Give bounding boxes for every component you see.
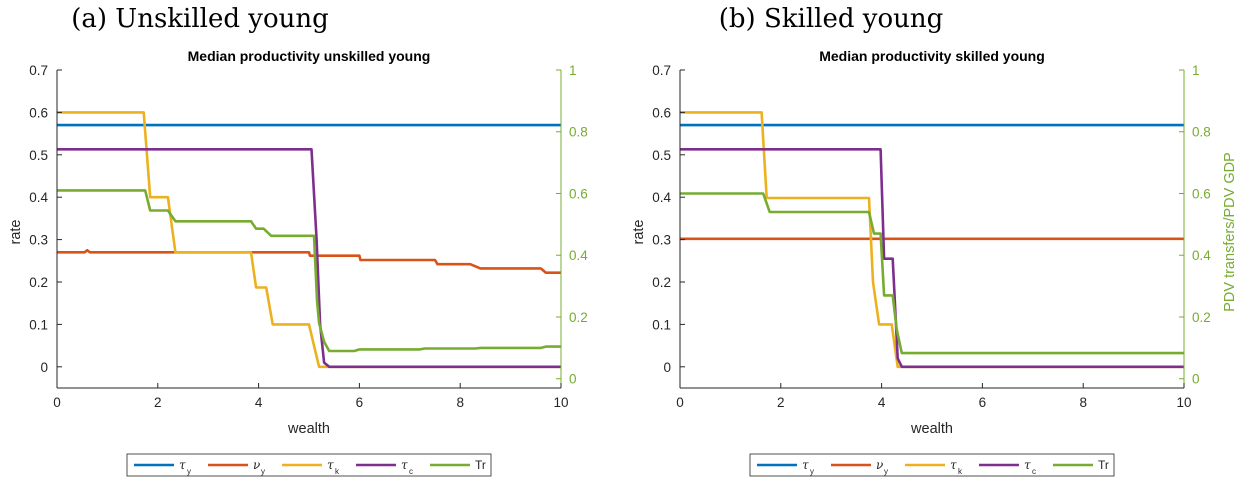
y2-tick-label: 0.8: [569, 125, 588, 140]
y2-tick-label: 0.6: [1192, 186, 1211, 201]
y2-tick-label: 0.4: [1192, 248, 1211, 263]
legend-label-subscript: k: [335, 467, 340, 476]
legend-label: τ: [802, 458, 809, 472]
x-tick-label: 8: [1079, 395, 1087, 410]
legend-label: τ: [401, 458, 408, 472]
panel-caption: (b) Skilled young: [719, 4, 943, 34]
series-line-tau-k: [57, 111, 561, 369]
x-tick-label: 4: [878, 395, 886, 410]
y-axis-label: rate: [8, 220, 24, 245]
plot-area: 0 2 4 6 8 1000.10.20.30.40.50.60.700.20.40.60…: [652, 63, 1211, 410]
legend-label-subscript: y: [884, 467, 888, 476]
x-tick-label: 2: [154, 395, 162, 410]
panel-skilled-young: (b) Skilled young Median productivity sk…: [631, 4, 1238, 477]
x-tick-label: 0: [676, 395, 684, 410]
x-tick-label: 6: [356, 395, 364, 410]
x-tick-label: 4: [255, 395, 263, 410]
chart-title: Median productivity unskilled young: [188, 48, 431, 64]
y-tick-label: 0.5: [652, 148, 671, 163]
y-axis-label: rate: [631, 220, 647, 245]
panel-unskilled-young: (a) Unskilled young Median productivity …: [8, 4, 588, 477]
y-tick-label: 0.1: [652, 317, 671, 332]
y2-tick-label: 0: [1192, 372, 1200, 387]
y2-tick-label: 0.2: [1192, 310, 1211, 325]
y2-tick-label: 1: [569, 63, 577, 78]
legend-label-subscript: k: [958, 467, 963, 476]
legend: τ y ν y τ k τ c Tr: [126, 453, 492, 477]
legend-item-Tr: Tr: [430, 458, 486, 472]
legend-label-subscript: c: [1032, 467, 1036, 476]
legend-label: ν: [253, 458, 260, 472]
y-tick-label: 0.2: [652, 275, 671, 290]
series-line-tau-c: [57, 148, 561, 369]
chart-title: Median productivity skilled young: [819, 48, 1045, 64]
series-line-tau-k: [680, 111, 1184, 369]
y-tick-label: 0.1: [29, 317, 48, 332]
x-tick-label: 10: [553, 395, 568, 410]
legend-label: τ: [1024, 458, 1031, 472]
x-tick-label: 0: [53, 395, 61, 410]
y-tick-label: 0: [40, 360, 48, 375]
legend: τ y ν y τ k τ c Tr: [749, 453, 1115, 477]
legend-label: τ: [950, 458, 957, 472]
x-axis-label: wealth: [910, 421, 953, 437]
y2-tick-label: 0.4: [569, 248, 588, 263]
legend-label-subscript: y: [187, 467, 191, 476]
x-tick-label: 2: [777, 395, 785, 410]
x-tick-label: 6: [979, 395, 987, 410]
y2-tick-label: 0.6: [569, 186, 588, 201]
y2-tick-label: 0.2: [569, 310, 588, 325]
y2-axis-label: PDV transfers/PDV GDP: [1222, 152, 1238, 312]
panel-caption: (a) Unskilled young: [71, 4, 329, 34]
legend-label: Tr: [1098, 458, 1109, 472]
y-tick-label: 0.3: [652, 233, 671, 248]
y-tick-label: 0: [663, 360, 671, 375]
y-tick-label: 0.2: [29, 275, 48, 290]
series-line-Tr: [680, 192, 1184, 355]
legend-label-subscript: y: [261, 467, 265, 476]
x-tick-label: 8: [456, 395, 464, 410]
y-tick-label: 0.6: [652, 105, 671, 120]
legend-label: τ: [327, 458, 334, 472]
y-tick-label: 0.4: [29, 190, 48, 205]
legend-label: Tr: [475, 458, 486, 472]
y-tick-label: 0.6: [29, 105, 48, 120]
y-tick-label: 0.4: [652, 190, 671, 205]
legend-item-Tr: Tr: [1053, 458, 1109, 472]
series-line-nu-y: [57, 248, 561, 274]
legend-label: ν: [876, 458, 883, 472]
legend-label-subscript: y: [810, 467, 814, 476]
y-tick-label: 0.7: [29, 63, 48, 78]
legend-label: τ: [179, 458, 186, 472]
y2-tick-label: 0: [569, 372, 577, 387]
series-line-tau-c: [680, 148, 1184, 369]
y2-tick-label: 1: [1192, 63, 1200, 78]
series-line-Tr: [57, 189, 561, 353]
y-tick-label: 0.3: [29, 233, 48, 248]
y-tick-label: 0.5: [29, 148, 48, 163]
legend-label-subscript: c: [409, 467, 413, 476]
y-tick-label: 0.7: [652, 63, 671, 78]
y2-tick-label: 0.8: [1192, 125, 1211, 140]
x-axis-label: wealth: [287, 421, 330, 437]
plot-area: 0 2 4 6 8 1000.10.20.30.40.50.60.700.20.40.60…: [29, 63, 588, 410]
x-tick-label: 10: [1176, 395, 1191, 410]
